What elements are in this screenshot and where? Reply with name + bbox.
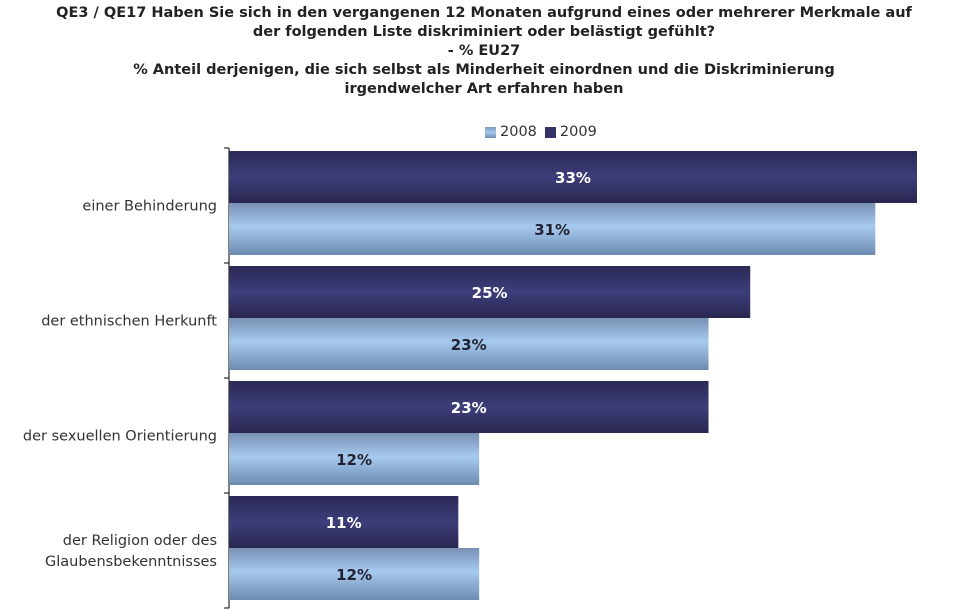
category-label: einer Behinderung (82, 199, 217, 215)
data-label-2009: 23% (451, 399, 487, 417)
data-label-2008: 12% (336, 566, 372, 584)
legend-swatch-2008 (485, 126, 496, 138)
data-label-2008: 23% (451, 336, 487, 354)
data-label-2008: 31% (534, 221, 570, 239)
bar-2009 (229, 496, 459, 548)
category-label: der sexuellen Orientierung (23, 429, 217, 445)
data-label-2009: 25% (472, 284, 508, 302)
data-label-2008: 12% (336, 451, 372, 469)
bar-2008 (229, 203, 876, 255)
bar-2008 (229, 433, 480, 485)
title-line: QE3 / QE17 Haben Sie sich in den vergang… (56, 5, 912, 21)
legend-label-2009: 2009 (559, 124, 597, 140)
title-line: - % EU27 (447, 43, 521, 59)
bar-2008 (229, 318, 709, 370)
title-line: % Anteil derjenigen, die sich selbst als… (133, 62, 835, 78)
category-label: der Religion oder des (63, 533, 217, 549)
legend: 2008 2009 (485, 124, 597, 140)
legend-swatch-2009 (544, 126, 556, 138)
data-label-2009: 33% (555, 169, 591, 187)
title-line: der folgenden Liste diskriminiert oder b… (252, 24, 716, 40)
bar-2009 (229, 151, 917, 203)
title-line: irgendwelcher Art erfahren haben (344, 81, 624, 97)
chart-title: QE3 / QE17 Haben Sie sich in den vergang… (0, 4, 968, 99)
data-label-2009: 11% (326, 514, 362, 532)
legend-label-2008: 2008 (500, 124, 537, 140)
category-label: der ethnischen Herkunft (41, 314, 217, 330)
bar-2009 (229, 266, 751, 318)
bar-2009 (229, 381, 709, 433)
category-label: Glaubensbekenntnisses (45, 554, 217, 570)
bar-2008 (229, 548, 480, 600)
